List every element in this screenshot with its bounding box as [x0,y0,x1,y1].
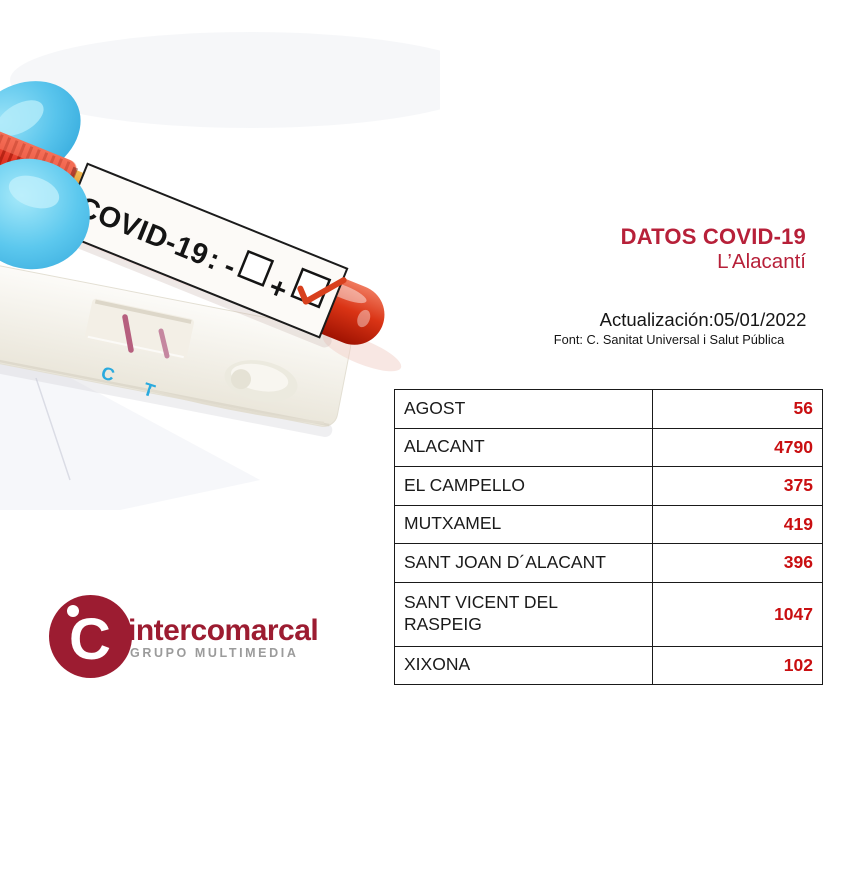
cases-table: AGOST 56 ALACANT 4790 EL CAMPELLO 375 MU… [394,389,823,685]
table-row: SANT VICENT DEL RASPEIG 1047 [394,581,823,647]
municipality-cell: AGOST [394,389,653,429]
table-row: ALACANT 4790 [394,427,823,467]
logo-center-dot [87,631,103,647]
cases-cell: 396 [652,543,823,583]
table-row: EL CAMPELLO 375 [394,466,823,506]
intercomarcal-logo-mark: C [49,595,132,678]
glove-highlight [8,175,60,209]
background-wash [10,32,440,128]
municipality-cell: SANT JOAN D´ALACANT [394,543,653,583]
municipality-cell: EL CAMPELLO [394,466,653,506]
cases-cell: 102 [652,645,823,685]
logo-tagline: GRUPO MULTIMEDIA [130,646,299,660]
backdrop-crease [35,377,71,481]
background-wash [0,340,260,510]
cases-cell: 419 [652,504,823,544]
glove-highlight [0,100,44,136]
covid-test-photo: C T COVID-19 : - + [0,32,440,510]
cases-cell: 4790 [652,427,823,467]
cassette-letter-c: C [99,363,117,386]
table-row: SANT JOAN D´ALACANT 396 [394,543,823,583]
blood-reflection [322,332,402,372]
table-row: AGOST 56 [394,389,823,429]
municipality-cell: MUTXAMEL [394,504,653,544]
cases-cell: 375 [652,466,823,506]
sample-well [224,360,298,402]
municipality-cell: XIXONA [394,645,653,685]
page-subtitle: L’Alacantí [717,250,806,273]
table-row: MUTXAMEL 419 [394,504,823,544]
update-date: Actualización:05/01/2022 [599,309,807,330]
control-line [122,314,134,353]
header-block: DATOS COVID-19 L’Alacantí [621,224,806,274]
test-line [158,328,170,359]
logo-wordmark: intercomarcal [128,614,319,647]
page-title: DATOS COVID-19 [620,224,806,249]
municipality-cell: ALACANT [394,427,653,467]
cassette-groove [149,388,325,425]
result-window [85,298,194,359]
cases-cell: 56 [652,389,823,429]
data-source: Font: C. Sanitat Universal i Salut Públi… [553,332,785,347]
table-row: XIXONA 102 [394,645,823,685]
positive-checkmark-icon [297,277,347,305]
negative-checkbox [237,249,275,287]
logo-i-dot [67,605,79,617]
cases-cell: 1047 [652,581,823,647]
glove-thumb [0,158,90,270]
municipality-cell: SANT VICENT DEL RASPEIG [394,581,653,647]
